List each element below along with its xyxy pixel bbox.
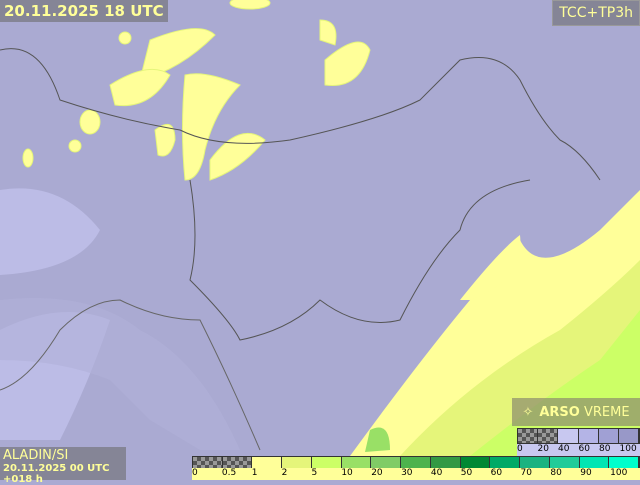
precip-area [154, 123, 176, 157]
coastline [0, 299, 261, 451]
precip-area [182, 73, 241, 181]
legend-label: 40 [558, 444, 570, 454]
logo-text: VREME [583, 404, 630, 420]
legend-label: 30 [401, 468, 413, 478]
legend-label: 2 [281, 468, 288, 478]
legend-label: 5 [311, 468, 318, 478]
precip-area [68, 139, 82, 153]
legend-label: 20 [371, 468, 383, 478]
legend-label: 40 [430, 468, 443, 478]
precip-area [209, 132, 266, 181]
legend-label: 50 [460, 468, 473, 478]
legend-label: 60 [578, 444, 590, 454]
legend-swatch [430, 457, 461, 468]
legend-label: 1 [251, 468, 258, 478]
precip-area [460, 235, 521, 300]
precip-area [109, 68, 171, 107]
precip-area [22, 148, 34, 168]
legend-label: 80 [599, 444, 611, 454]
cloud-legend [517, 428, 640, 444]
precip-area [79, 109, 101, 135]
forecast-date: 20.11.2025 18 UTC [0, 0, 168, 22]
legend-swatch [193, 457, 223, 468]
arso-logo: ✧ ARSO VREME [512, 398, 640, 426]
logo-bold: ARSO [539, 404, 580, 420]
legend-label: 10 [341, 468, 353, 478]
model-info: ALADIN/SI 20.11.2025 00 UTC +018 h [0, 447, 126, 485]
legend-swatch [222, 457, 253, 468]
legend-label: 20 [537, 444, 549, 454]
legend-label: 100 [619, 444, 637, 454]
legend-swatch [579, 457, 610, 468]
legend-label: 60 [490, 468, 503, 478]
legend-swatch [460, 457, 491, 468]
legend-swatch [598, 429, 619, 443]
model-name: ALADIN/SI [3, 448, 69, 463]
legend-label: 80 [550, 468, 562, 478]
satellite-dish-icon: ✧ [522, 404, 534, 420]
precip-area [365, 427, 390, 452]
country-border [0, 48, 601, 341]
precip-area [324, 41, 371, 87]
legend-swatch [401, 457, 431, 468]
product-label: TCC+TP3h [552, 0, 640, 26]
cloud-legend-labels: 0 20 40 60 80 100 [517, 444, 640, 456]
legend-swatch [311, 457, 342, 468]
sea [0, 298, 240, 450]
legend-label: 0 [192, 468, 198, 478]
legend-label: 0 [517, 444, 523, 454]
legend-swatch [371, 457, 402, 468]
legend-swatch [578, 429, 599, 443]
precip-area [319, 19, 337, 46]
legend-swatch [538, 429, 559, 443]
legend-swatch [341, 457, 372, 468]
legend-swatch [518, 429, 539, 443]
legend-swatch [618, 429, 640, 443]
precip-area [118, 31, 132, 45]
precip-legend-labels: 0 0.5 1 2 5 10 20 30 40 50 60 70 80 90 100 [192, 468, 640, 480]
legend-label: 70 [520, 468, 532, 478]
legend-label: 0.5 [221, 468, 237, 478]
legend-swatch [282, 457, 312, 468]
legend-swatch [490, 457, 521, 468]
legend-label: 100 [610, 468, 628, 478]
cloud-patch [0, 188, 100, 275]
legend-swatch [252, 457, 283, 468]
legend-swatch [558, 429, 579, 443]
legend-swatch [609, 457, 640, 468]
precip-area [229, 0, 271, 10]
legend-label: 90 [580, 468, 592, 478]
legend-swatch [520, 457, 550, 468]
model-run: 20.11.2025 00 UTC +018 h [3, 463, 110, 485]
legend-swatch [549, 457, 580, 468]
